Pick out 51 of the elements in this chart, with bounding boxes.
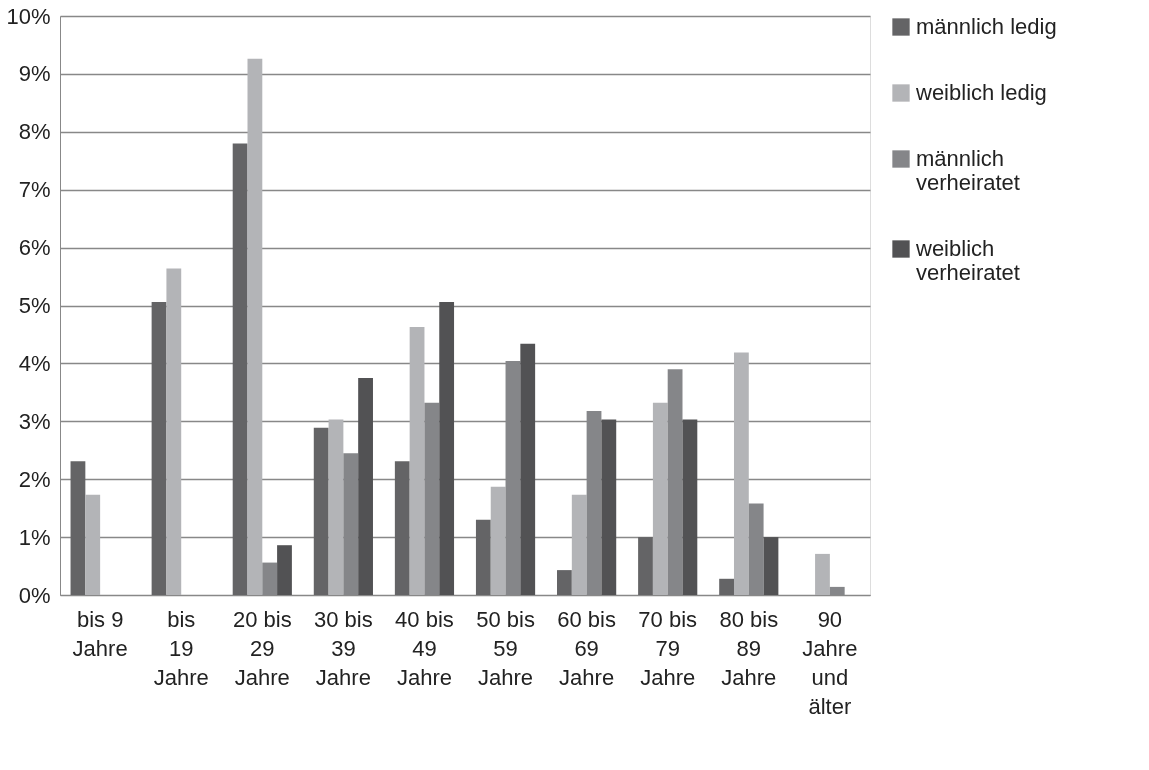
y-tick-label: 9%	[18, 61, 51, 87]
bar	[652, 402, 668, 595]
legend-label: weiblich ledig	[915, 80, 1047, 105]
legend-label: weiblich verheiratet	[915, 236, 1020, 285]
y-tick-label: 7%	[18, 177, 51, 203]
y-tick-label: 6%	[18, 235, 51, 261]
bar	[490, 486, 506, 595]
bar	[571, 494, 587, 595]
x-tick-label: bis 9 Jahre	[72, 606, 128, 661]
y-tick-label: 8%	[18, 119, 51, 145]
y-tick-label: 4%	[18, 350, 51, 376]
x-tick-label: 40 bis 49 Jahre	[395, 606, 454, 690]
bar	[520, 343, 536, 595]
bar	[719, 578, 734, 595]
y-tick-label: 2%	[18, 466, 51, 492]
bar	[557, 570, 572, 595]
bar	[733, 352, 749, 595]
y-tick-label: 10%	[6, 3, 51, 29]
bar	[409, 326, 425, 595]
bar	[682, 419, 698, 595]
y-tick-label: 1%	[18, 524, 51, 550]
bar	[232, 143, 248, 595]
bar	[358, 377, 373, 595]
y-tick-label: 0%	[18, 582, 51, 608]
bar	[638, 537, 653, 595]
bar	[85, 494, 101, 595]
x-tick-label: 80 bis 89 Jahre	[719, 606, 779, 690]
bar	[247, 58, 263, 595]
bar	[151, 302, 167, 595]
bar	[313, 427, 329, 595]
x-tick-label: 50 bis 59 Jahre	[476, 606, 535, 690]
y-tick-label: 5%	[18, 293, 51, 318]
bar	[277, 545, 292, 595]
x-tick-label: 90 Jahre und älter	[802, 606, 858, 719]
bar	[815, 553, 830, 595]
bar	[475, 519, 491, 595]
bar	[328, 419, 344, 595]
bar	[394, 461, 410, 595]
legend-label: männlich ledig	[916, 14, 1057, 39]
x-tick-label: 60 bis 69 Jahre	[557, 606, 616, 690]
bar	[166, 268, 182, 595]
bar	[763, 537, 779, 595]
legend-label: männlich verheiratet	[916, 146, 1020, 195]
y-tick-label: 3%	[18, 408, 51, 434]
x-tick-label: 20 bis 29 Jahre	[232, 606, 292, 690]
x-tick-label: 30 bis 39 Jahre	[314, 606, 373, 690]
bar	[439, 302, 455, 595]
x-tick-label: 70 bis 79 Jahre	[638, 606, 698, 690]
bar	[601, 419, 617, 595]
x-tick-label: bis 19 Jahre	[153, 606, 209, 690]
bar	[70, 461, 86, 595]
